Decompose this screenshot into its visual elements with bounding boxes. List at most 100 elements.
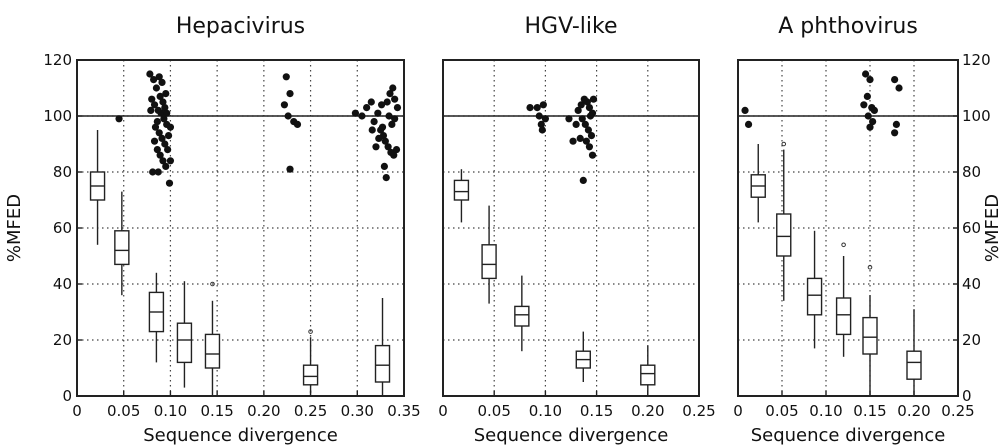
data-point [741, 106, 749, 114]
data-point [282, 73, 290, 81]
box-iqr [114, 230, 130, 266]
y-tick-label: 120 [43, 51, 72, 69]
box-outlier [781, 141, 787, 147]
box-iqr [514, 305, 530, 327]
x-tick-label: 0.10 [809, 402, 842, 420]
data-point [583, 98, 591, 106]
data-point [539, 101, 547, 109]
y-tick-label: 100 [962, 107, 991, 125]
data-point [585, 104, 594, 112]
data-point [165, 179, 174, 187]
data-point [160, 115, 168, 123]
panel-hgv-like: HGV-like 0 0.05 0.10 0.15 0.20 0.25 Sequence … [438, 14, 715, 446]
box-iqr [204, 333, 221, 369]
x-axis-label: Sequence divergence [474, 425, 669, 446]
y-tick-label: 60 [962, 219, 981, 237]
data-point [164, 146, 172, 154]
data-point [368, 126, 376, 134]
data-point [153, 118, 161, 126]
data-point [391, 115, 399, 123]
data-point [152, 84, 161, 92]
data-point [744, 120, 753, 128]
y-tick-label: 0 [962, 387, 972, 405]
data-point [149, 168, 157, 176]
x-tick-label: 0.15 [580, 402, 613, 420]
data-point [388, 120, 396, 128]
x-tick-label: 0.20 [897, 402, 930, 420]
data-point [358, 112, 366, 120]
data-point [382, 174, 390, 182]
data-point [582, 137, 590, 145]
data-point [159, 98, 167, 106]
data-point [162, 162, 170, 170]
x-tick-label: 0.20 [631, 402, 664, 420]
box-outlier [308, 329, 313, 334]
box-iqr [640, 364, 656, 386]
data-point [150, 101, 159, 109]
x-tick-label: 0 [733, 402, 743, 420]
data-point [363, 104, 371, 112]
data-point [538, 126, 546, 134]
y-tick-label: 20 [53, 331, 72, 349]
x-tick-label: 0.05 [765, 402, 798, 420]
data-point [166, 157, 175, 165]
x-tick-label: 0.25 [294, 402, 327, 420]
data-point [158, 78, 166, 86]
data-point [577, 101, 585, 109]
x-tick-label: 0.20 [247, 402, 280, 420]
data-point [286, 165, 294, 173]
data-point [390, 151, 398, 159]
panel-aphthovirus: A phthovirus 0 0.05 0.10 0.15 0.20 0.25020406… [733, 14, 1003, 446]
y-tick-label: 60 [53, 219, 72, 237]
data-point [150, 137, 159, 145]
data-point [377, 101, 386, 109]
data-point [375, 134, 383, 142]
data-point [384, 143, 392, 151]
data-point [866, 76, 874, 84]
data-point [541, 115, 550, 123]
x-tick-label: 0.05 [477, 402, 510, 420]
data-point [535, 112, 543, 120]
data-point [587, 132, 596, 140]
data-point [572, 120, 580, 128]
data-point [537, 120, 545, 128]
data-point [579, 176, 587, 184]
data-point [163, 109, 171, 117]
box-iqr [176, 322, 193, 364]
y-tick-label: 100 [43, 107, 72, 125]
plot-frame [442, 59, 700, 397]
box-iqr [806, 277, 823, 316]
data-point [148, 95, 156, 103]
x-tick-label: 0.10 [154, 402, 187, 420]
data-point [159, 157, 167, 165]
x-tick-label: 0 [72, 402, 82, 420]
data-point [115, 115, 123, 123]
data-point [351, 109, 360, 117]
plot-frame [76, 59, 405, 397]
data-point [588, 151, 597, 159]
data-point [892, 120, 901, 128]
box-outlier [841, 242, 846, 248]
data-point [389, 84, 397, 92]
data-point [380, 162, 388, 170]
data-point [586, 112, 595, 120]
data-point [864, 112, 872, 120]
data-point [164, 132, 173, 140]
data-point [574, 106, 582, 114]
box-iqr [835, 297, 852, 336]
y-axis-label: %MFED [4, 194, 25, 262]
data-point [155, 129, 163, 137]
y-tick-label: 80 [53, 163, 72, 181]
y-tick-label: 80 [962, 163, 981, 181]
data-point [581, 120, 589, 128]
y-tick-label: 120 [962, 51, 991, 69]
x-axis-label: Sequence divergence [143, 425, 338, 446]
data-point [862, 70, 870, 78]
data-point [381, 137, 389, 145]
data-point [161, 104, 169, 112]
data-point [891, 76, 899, 84]
x-tick-label: 0.35 [387, 402, 420, 420]
data-point [385, 112, 393, 120]
box-outlier [210, 281, 215, 287]
data-point [589, 95, 598, 103]
